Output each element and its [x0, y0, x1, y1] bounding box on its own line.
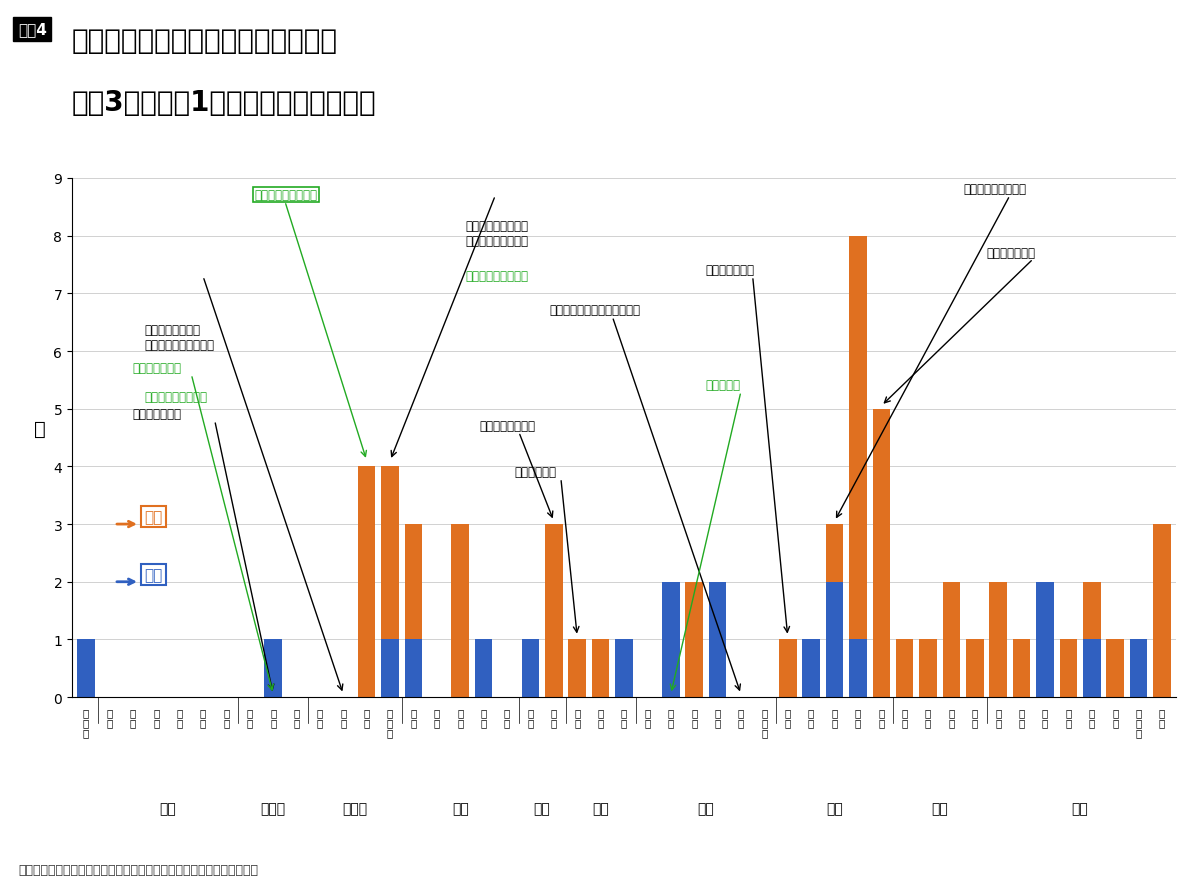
Bar: [872, 409, 890, 697]
Text: 野田佳彦元総理大臣: 野田佳彦元総理大臣: [144, 391, 208, 403]
Text: 吉田晴美衆議院議員: 吉田晴美衆議院議員: [254, 189, 318, 202]
Text: 石破茂元幹事長: 石破茂元幹事長: [706, 264, 755, 277]
Y-axis label: 人: 人: [34, 419, 46, 438]
Bar: [662, 582, 679, 697]
Bar: [1013, 640, 1031, 697]
Text: 茂木敏充幹事長: 茂木敏充幹事長: [133, 408, 182, 421]
Text: 四国: 四国: [931, 801, 948, 815]
Text: 東海: 東海: [593, 801, 608, 815]
Text: 上川陽子外相: 上川陽子外相: [514, 466, 556, 478]
Bar: [1106, 640, 1124, 697]
Bar: [1153, 525, 1171, 697]
Bar: [896, 640, 913, 697]
Bar: [803, 640, 820, 697]
Bar: [919, 640, 937, 697]
Bar: [966, 640, 984, 697]
Text: 南関東: 南関東: [342, 801, 367, 815]
Bar: [404, 640, 422, 697]
Bar: [545, 525, 563, 697]
Text: （注）現在の肩書。歴代首相、戦前は出生地、戦後は選挙区での人数。: （注）現在の肩書。歴代首相、戦前は出生地、戦後は選挙区での人数。: [18, 863, 258, 876]
Text: 自民3人、立憲1人は総理非輩出県から: 自民3人、立憲1人は総理非輩出県から: [72, 89, 377, 117]
Text: 野田聖子元総務相: 野田聖子元総務相: [479, 419, 535, 433]
Bar: [779, 640, 797, 697]
Bar: [382, 467, 398, 640]
Bar: [709, 582, 726, 697]
Bar: [358, 467, 376, 697]
Text: 斎藤健経済産業相
小林鷹之前経済安保相: 斎藤健経済産業相 小林鷹之前経済安保相: [144, 324, 215, 351]
Bar: [850, 640, 866, 697]
Text: 高市早苗経済安全保障担当相: 高市早苗経済安全保障担当相: [550, 304, 640, 317]
Bar: [1084, 640, 1100, 697]
Text: 東北: 東北: [160, 801, 176, 815]
Bar: [592, 640, 610, 697]
Bar: [264, 640, 282, 697]
Text: 東山: 東山: [534, 801, 551, 815]
Bar: [1130, 640, 1147, 697]
Text: 枝野幸男前代表: 枝野幸男前代表: [133, 362, 182, 375]
Bar: [382, 640, 398, 697]
Text: 中国: 中国: [826, 801, 842, 815]
Text: 九州: 九州: [1072, 801, 1088, 815]
Bar: [1037, 582, 1054, 697]
Bar: [685, 582, 703, 697]
Text: 泉健太代表: 泉健太代表: [706, 379, 740, 392]
Bar: [451, 525, 469, 697]
Bar: [943, 582, 960, 697]
Text: 加藤勝信元官房長官: 加藤勝信元官房長官: [964, 183, 1026, 196]
Text: 戦後: 戦後: [144, 510, 163, 525]
Text: 林芳正官房長官: 林芳正官房長官: [986, 247, 1036, 259]
Bar: [826, 525, 844, 582]
Bar: [404, 525, 422, 640]
Bar: [77, 640, 95, 697]
Bar: [850, 236, 866, 640]
Text: 近畿: 近畿: [697, 801, 714, 815]
Bar: [1060, 640, 1078, 697]
Text: 江田憲司元代表代行: 江田憲司元代表代行: [464, 269, 528, 283]
Text: 首都圏に多い党首選立候補予定者。: 首都圏に多い党首選立候補予定者。: [72, 27, 338, 55]
Bar: [990, 582, 1007, 697]
Bar: [475, 640, 492, 697]
Text: 河野太郎デジタル相
小泉進次郎元環境相: 河野太郎デジタル相 小泉進次郎元環境相: [464, 220, 528, 248]
Bar: [522, 640, 539, 697]
Bar: [826, 582, 844, 697]
Bar: [1084, 582, 1100, 640]
Bar: [616, 640, 632, 697]
Bar: [569, 640, 586, 697]
Text: 北陸: 北陸: [452, 801, 469, 815]
Text: 戦前: 戦前: [144, 567, 163, 582]
Text: 図表4: 図表4: [18, 22, 47, 38]
Text: 北関東: 北関東: [260, 801, 286, 815]
